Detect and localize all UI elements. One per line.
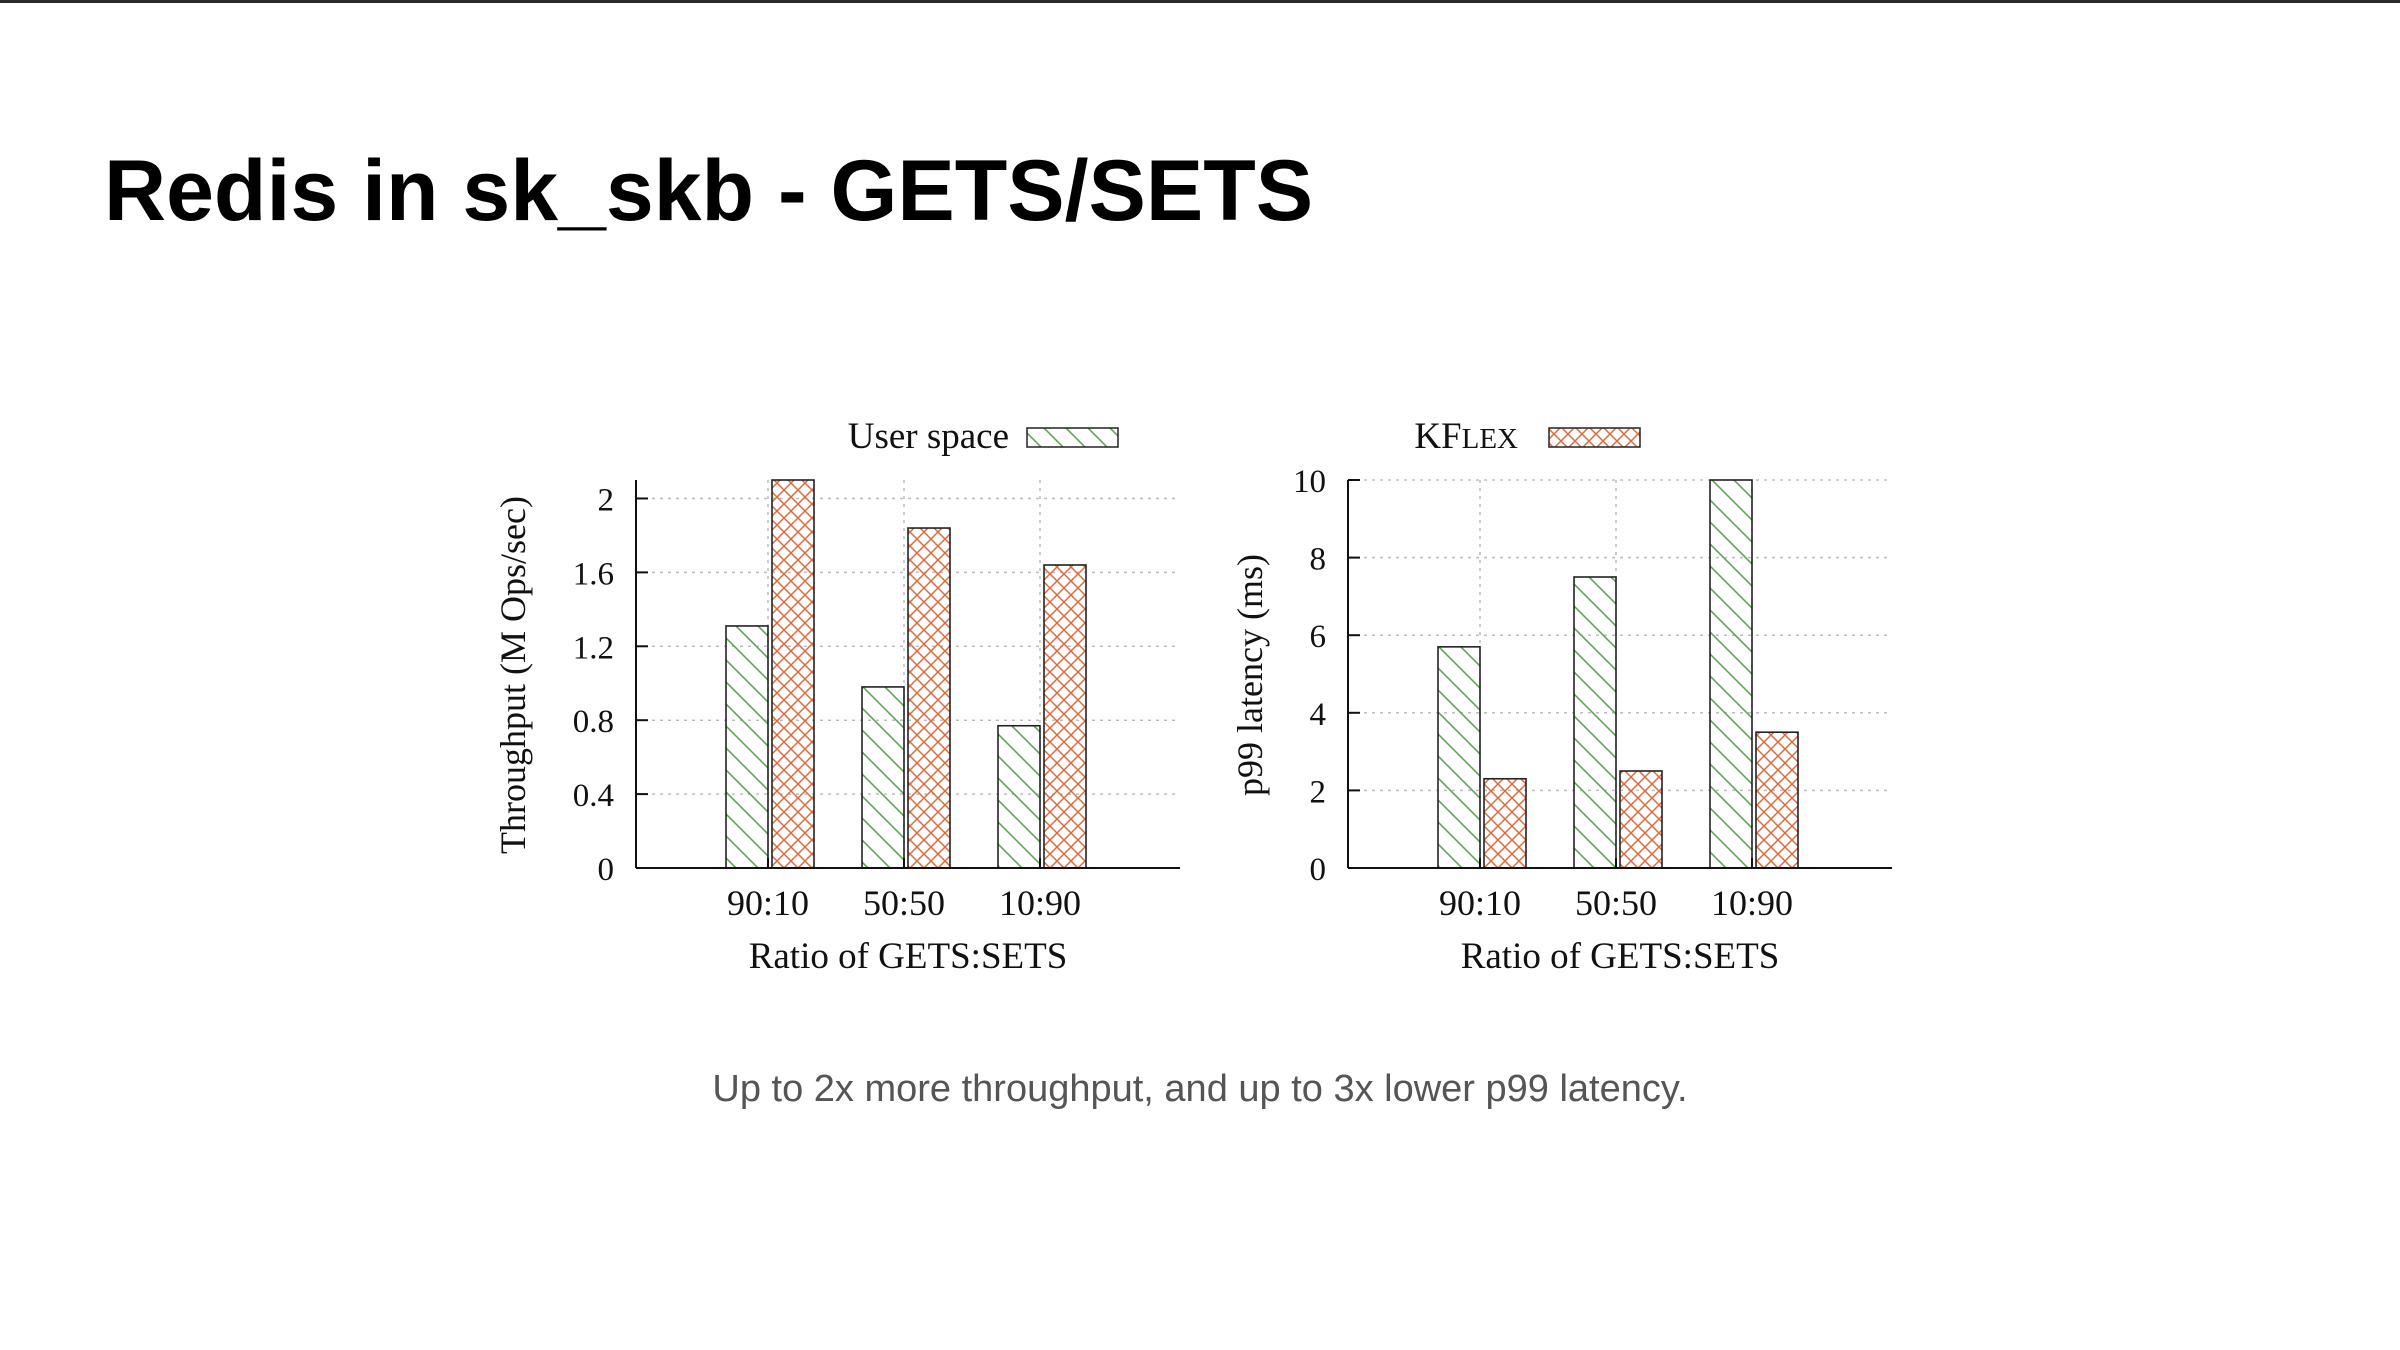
latency-bar-kflex xyxy=(1483,777,1527,869)
latency-y-tick-label: 6 xyxy=(1310,619,1327,655)
throughput-x-ticks: 90:10 50:50 10:90 xyxy=(727,858,1081,923)
latency-x-label: Ratio of GETS:SETS xyxy=(1461,936,1780,977)
latency-y-tick-label: 8 xyxy=(1310,542,1327,578)
legend-kflex-rest: LEX xyxy=(1462,423,1518,455)
throughput-bar-kflex xyxy=(907,527,951,869)
latency-bar-user-space xyxy=(1573,576,1617,869)
throughput-y-label: Throughput (M Ops/sec) xyxy=(493,496,533,854)
legend-user-space-swatch xyxy=(1026,427,1119,448)
latency-y-ticks: 0 2 4 6 8 10 xyxy=(1293,464,1360,888)
throughput-y-tick-label: 2 xyxy=(598,482,615,518)
throughput-bars xyxy=(725,479,1087,869)
throughput-y-tick-label: 1.6 xyxy=(573,556,614,592)
latency-bar-user-space xyxy=(1709,479,1753,869)
latency-x-tick-label: 10:90 xyxy=(1711,883,1793,923)
throughput-bar-user-space xyxy=(725,625,769,869)
latency-y-tick-label: 10 xyxy=(1293,464,1326,500)
top-rule xyxy=(0,0,2400,3)
throughput-y-tick-label: 0.4 xyxy=(573,778,614,814)
latency-y-tick-label: 0 xyxy=(1310,852,1327,888)
throughput-bar-user-space xyxy=(997,724,1041,869)
throughput-y-tick-label: 0 xyxy=(598,852,615,888)
legend-user-space-label: User space xyxy=(848,416,1009,457)
throughput-y-tick-label: 0.8 xyxy=(573,704,614,740)
slide-title: Redis in sk_skb - GETS/SETS xyxy=(104,143,1314,239)
throughput-y-tick-label: 1.2 xyxy=(573,630,614,666)
latency-legend: KFLEX xyxy=(1414,416,1641,457)
slide-caption: Up to 2x more throughput, and up to 3x l… xyxy=(712,1068,1688,1110)
legend-kflex-lead: KF xyxy=(1414,416,1461,457)
latency-y-tick-label: 2 xyxy=(1310,774,1327,810)
throughput-x-label: Ratio of GETS:SETS xyxy=(749,936,1068,977)
legend-kflex-swatch xyxy=(1548,427,1641,448)
latency-y-label: p99 latency (ms) xyxy=(1230,554,1270,796)
latency-bar-user-space xyxy=(1437,646,1481,869)
legend-kflex-label: KFLEX xyxy=(1414,416,1518,457)
throughput-bar-kflex xyxy=(771,479,815,869)
throughput-x-tick-label: 10:90 xyxy=(999,883,1081,923)
throughput-y-ticks: 0 0.4 0.8 1.2 1.6 2 xyxy=(573,482,648,888)
latency-bar-kflex xyxy=(1619,770,1663,869)
throughput-bar-user-space xyxy=(861,686,905,869)
latency-x-tick-label: 50:50 xyxy=(1575,883,1657,923)
latency-y-tick-label: 4 xyxy=(1310,697,1327,733)
latency-x-tick-label: 90:10 xyxy=(1439,883,1521,923)
throughput-chart: 0 0.4 0.8 1.2 1.6 2 90:10 50:50 10:90 Throughpu… xyxy=(493,416,1180,977)
latency-bars xyxy=(1437,479,1799,869)
latency-x-ticks: 90:10 50:50 10:90 xyxy=(1439,858,1793,923)
throughput-bar-kflex xyxy=(1043,564,1087,869)
throughput-x-tick-label: 90:10 xyxy=(727,883,809,923)
latency-bar-kflex xyxy=(1755,731,1799,869)
throughput-legend: User space xyxy=(848,416,1119,457)
throughput-x-tick-label: 50:50 xyxy=(863,883,945,923)
latency-chart: 0 2 4 6 8 10 90:10 50:50 10:90 p99 latency (ms)… xyxy=(1230,416,1892,977)
